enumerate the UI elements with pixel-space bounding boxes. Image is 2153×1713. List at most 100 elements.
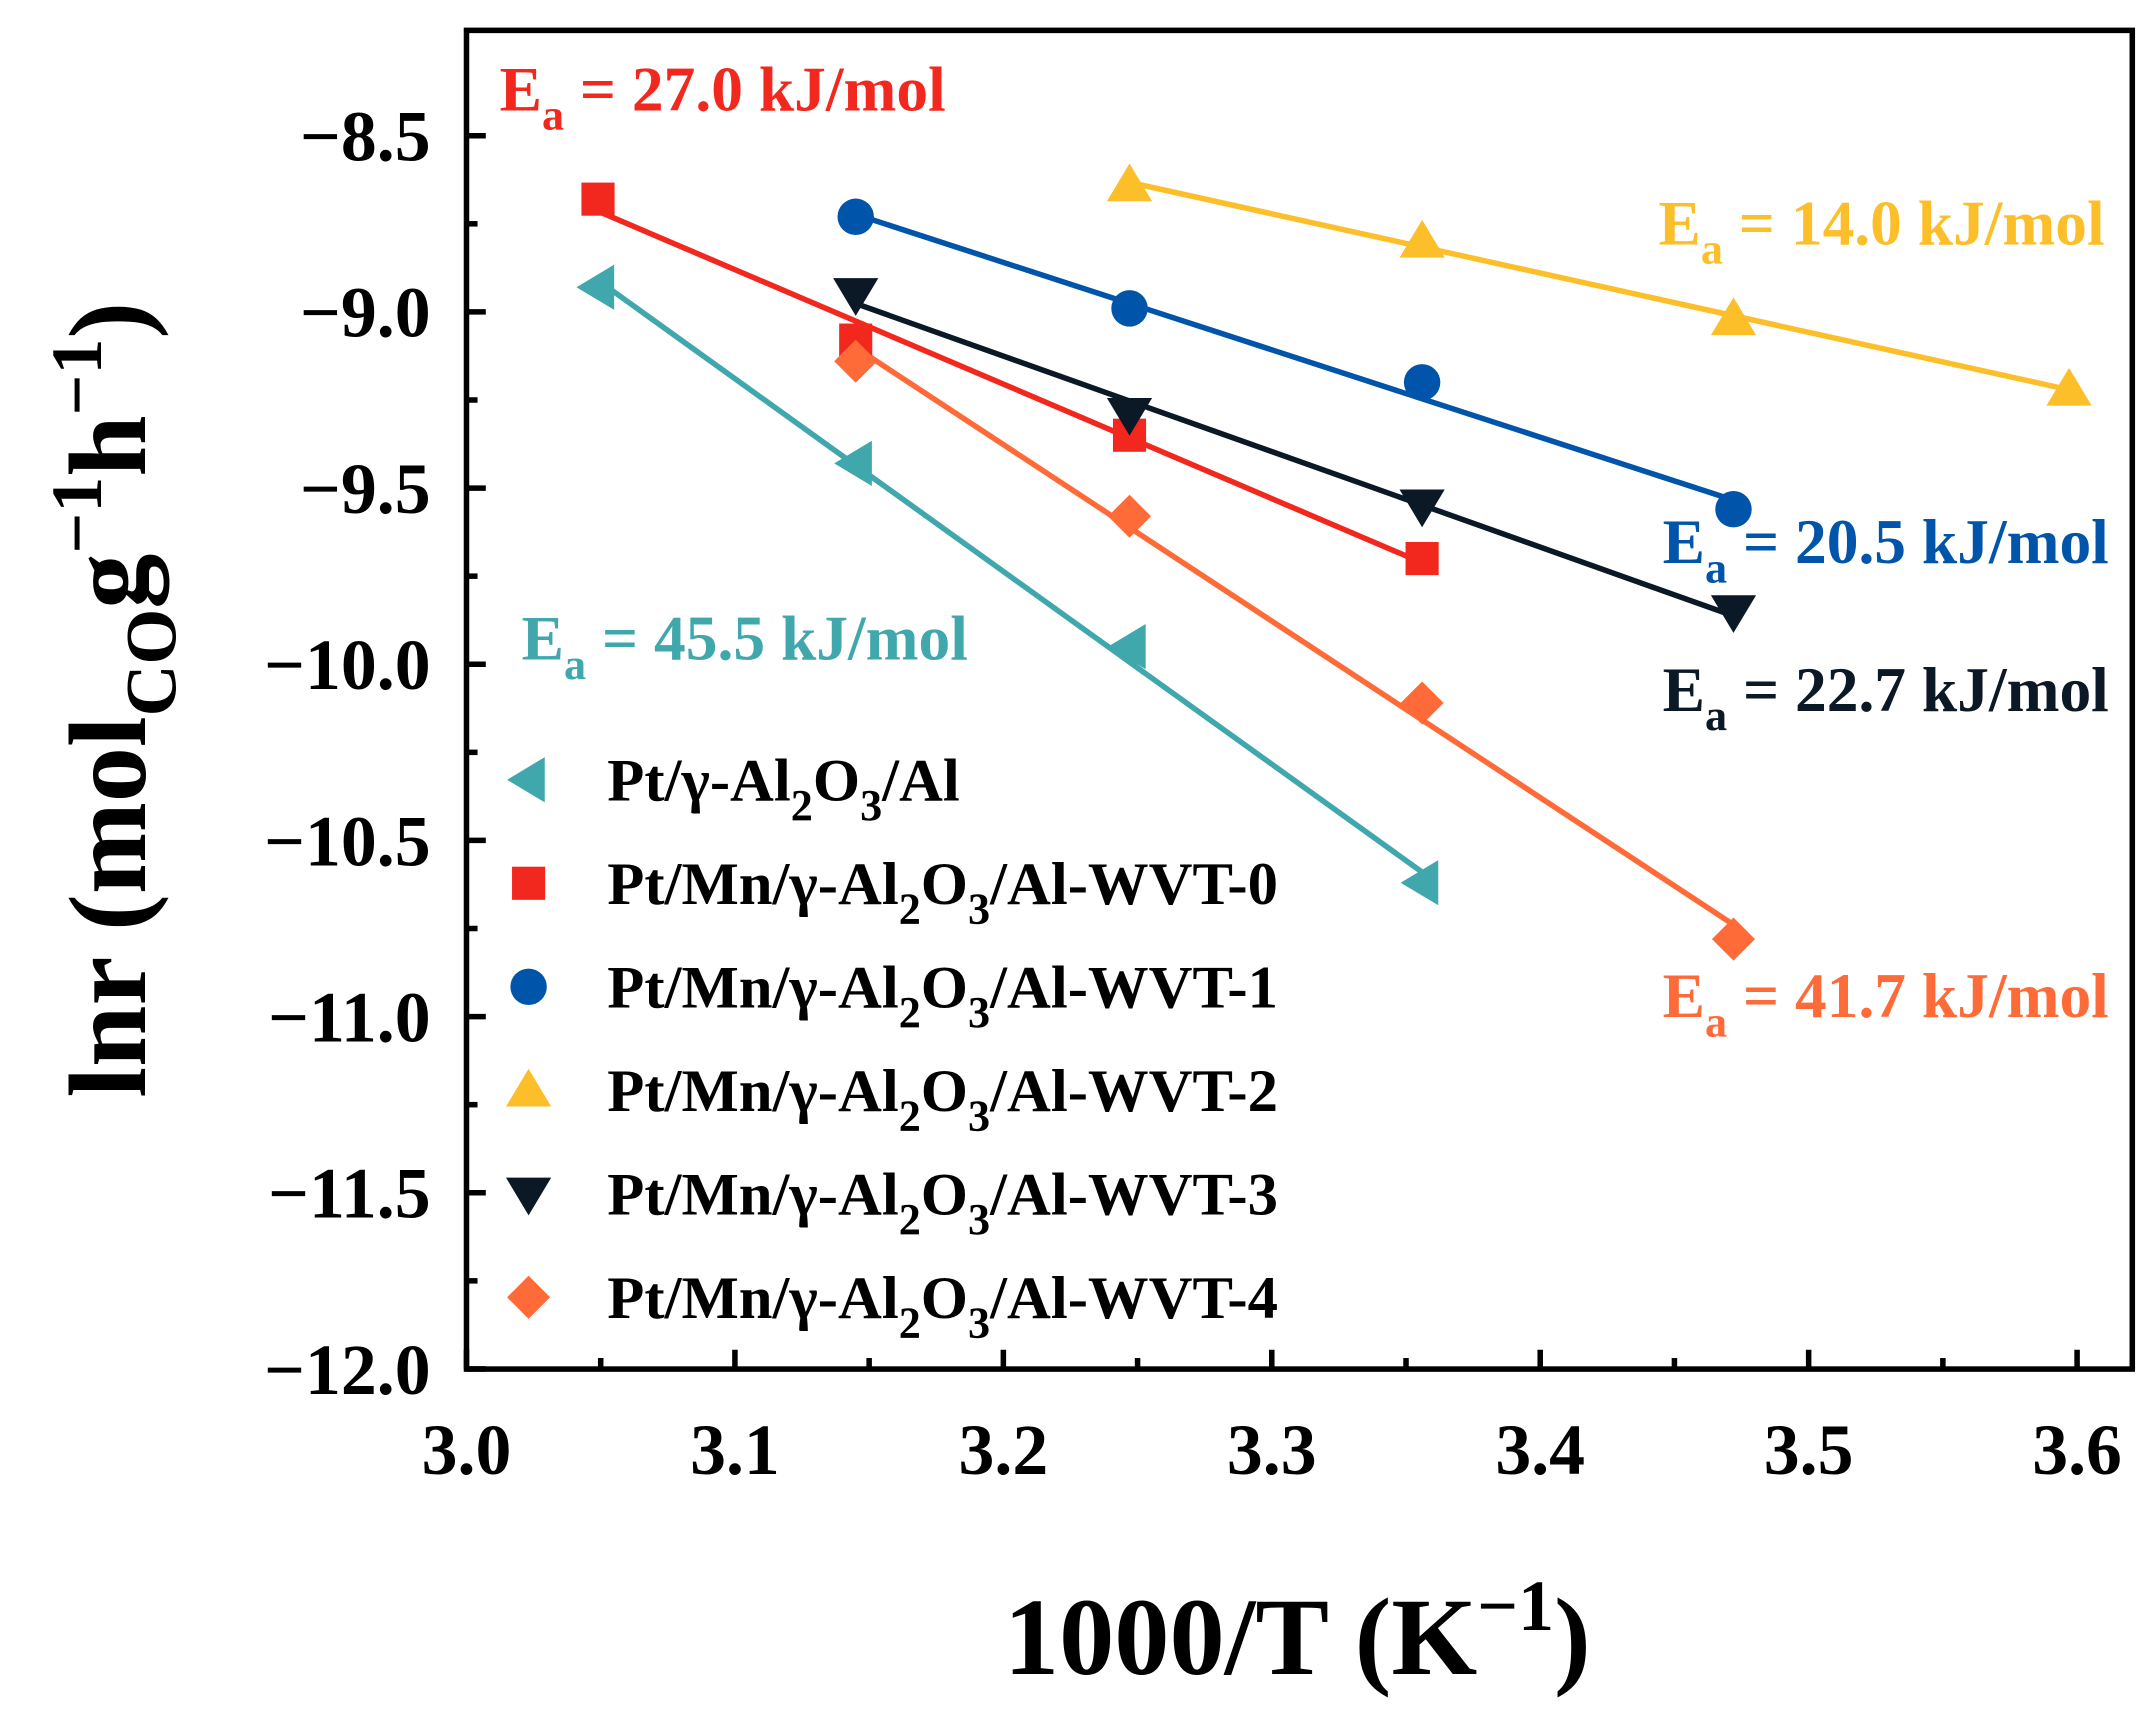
legend-text: O [813,747,860,814]
legend-marker-5 [507,1275,551,1319]
legend-label: Pt/Mn/γ-Al2O3/Al-WVT-1 [607,954,1278,1036]
legend-label: Pt/Mn/γ-Al2O3/Al-WVT-2 [607,1058,1278,1140]
data-point-series-4 [1106,397,1153,436]
ea-value: = 14.0 kJ/mol [1723,187,2105,258]
ea-symbol: E [1659,187,1701,258]
legend-text: O [921,1265,968,1332]
ea-subscript: a [1705,997,1727,1046]
data-point-series-2 [837,198,874,235]
fit-line-series-2 [854,211,1735,503]
legend-text: /Al-WVT-0 [989,851,1278,918]
data-point-series-4 [1399,489,1445,528]
legend-subscript: 2 [899,1195,921,1244]
plot-frame [463,27,2136,1372]
data-point-series-0 [1400,860,1439,906]
x-axis-title: 1000/T (K−1) [1004,1566,1591,1698]
ea-subscript: a [1705,543,1727,592]
data-point-series-1 [581,182,615,216]
legend-subscript: 2 [791,781,813,830]
data-point-series-4 [833,278,879,316]
data-point-series-5 [1107,494,1152,538]
legend-text: /Al-WVT-1 [989,954,1278,1021]
ea-value: = 22.7 kJ/mol [1727,654,2109,725]
legend-subscript: 3 [968,988,990,1037]
ea-subscript: a [564,640,586,689]
data-point-series-3 [1106,163,1153,202]
data-point-series-4 [1710,595,1757,633]
legend-subscript: 2 [899,884,921,933]
activation-energy-label: Ea = 45.5 kJ/mol [522,603,968,689]
x-tick-label: 3.1 [690,1410,780,1490]
legend-subscript: 3 [968,1091,990,1140]
activation-energy-label: Ea = 27.0 kJ/mol [500,53,946,139]
legend-subscript: 3 [968,1195,990,1244]
legend-subscript: 2 [899,1298,921,1347]
legend-text: Pt/Mn/γ-Al [607,1265,898,1332]
ea-symbol: E [522,603,564,674]
legend-text: /Al [881,747,960,814]
data-point-series-1 [1405,541,1439,576]
y-tick-label: −12.0 [264,1330,430,1410]
legend-text: Pt/Mn/γ-Al [607,1162,898,1229]
fit-line-series-3 [1128,179,2070,393]
fit-lines [596,179,2070,927]
legend-marker-2 [510,968,547,1006]
x-tick-label: 3.4 [1495,1410,1585,1490]
y-axis-title: lnr (molCOg−1h−1) [37,302,192,1098]
legend-text: /Al-WVT-4 [989,1265,1278,1332]
data-point-series-5 [1400,681,1444,725]
legend-text: O [921,1162,968,1229]
ea-subscript: a [542,91,564,140]
legend-text: Pt/Mn/γ-Al [607,1058,898,1125]
legend-marker-3 [505,1068,552,1107]
legend-label: Pt/Mn/γ-Al2O3/Al-WVT-3 [607,1162,1278,1244]
legend-subscript: 3 [860,781,882,830]
ea-value: = 41.7 kJ/mol [1727,960,2109,1031]
ea-subscript: a [1705,691,1727,740]
data-points [576,163,2092,961]
legend-label: Pt/γ-Al2O3/Al [607,747,960,829]
activation-energy-label: Ea = 14.0 kJ/mol [1659,187,2105,273]
ea-value: = 27.0 kJ/mol [564,53,946,124]
data-point-series-0 [1107,624,1146,670]
legend-text: Pt/Mn/γ-Al [607,954,898,1021]
ea-subscript: a [1701,225,1723,274]
x-tick-label: 3.6 [2032,1410,2122,1490]
legend-marker-4 [505,1177,552,1216]
x-tick-label: 3.0 [422,1410,512,1490]
legend-subscript: 2 [899,1091,921,1140]
ea-value: = 45.5 kJ/mol [586,603,968,674]
legend-subscript: 2 [899,988,921,1037]
ea-symbol: E [1663,506,1705,577]
fit-line-series-4 [854,300,1735,619]
y-tick-label: −11.0 [268,977,430,1057]
ea-symbol: E [1663,654,1705,725]
activation-energy-label: Ea = 41.7 kJ/mol [1663,960,2109,1046]
legend-label: Pt/Mn/γ-Al2O3/Al-WVT-0 [607,851,1278,933]
legend-text: /Al-WVT-3 [989,1162,1278,1229]
legend-text: O [921,954,968,1021]
x-tick-label: 3.5 [1764,1410,1854,1490]
x-tick-label: 3.3 [1227,1410,1317,1490]
fit-line-series-0 [596,278,1424,875]
ea-value: = 20.5 kJ/mol [1727,506,2109,577]
legend-text: /Al-WVT-2 [989,1058,1278,1125]
x-tick-label: 3.2 [959,1410,1049,1490]
data-point-series-2 [1403,364,1441,401]
data-point-series-3 [2046,367,2092,406]
y-tick-label: −11.5 [268,1154,430,1234]
data-point-series-2 [1111,290,1148,327]
legend-text: Pt/Mn/γ-Al [607,851,898,918]
legend: Pt/γ-Al2O3/AlPt/Mn/γ-Al2O3/Al-WVT-0Pt/Mn… [505,747,1278,1347]
legend-text: O [921,851,968,918]
data-point-series-5 [1711,917,1756,961]
activation-energy-label: Ea = 22.7 kJ/mol [1663,654,2109,740]
legend-marker-1 [512,866,546,900]
legend-text: Pt/γ-Al [607,747,791,814]
activation-energy-label: Ea = 20.5 kJ/mol [1663,506,2109,592]
data-point-series-3 [1399,219,1445,258]
data-point-series-2 [1715,491,1752,528]
ea-symbol: E [1663,960,1705,1031]
